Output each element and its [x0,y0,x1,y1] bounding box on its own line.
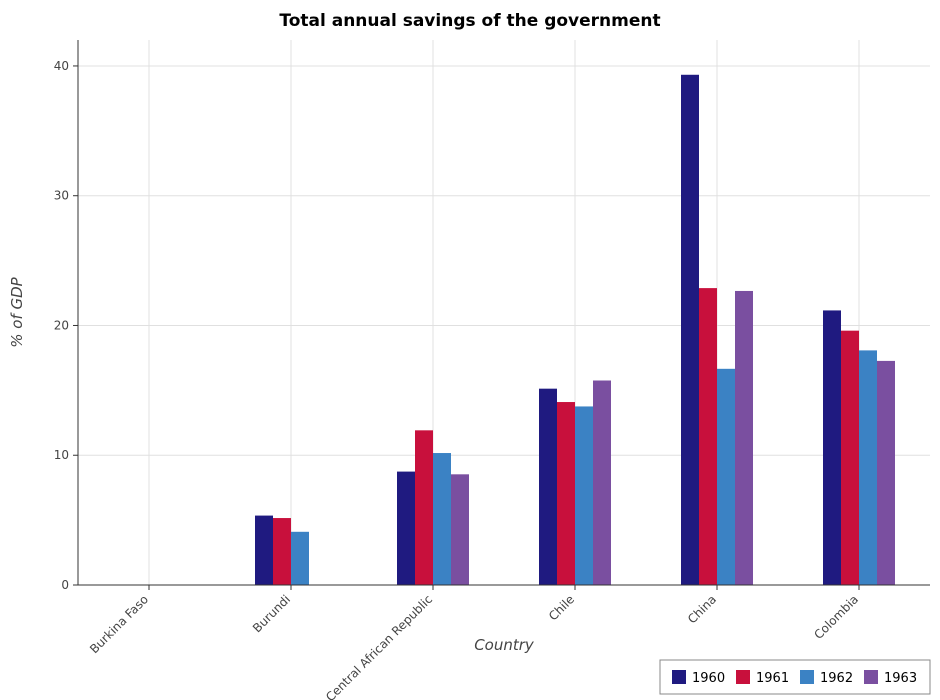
y-tick-label: 0 [61,578,69,592]
x-tick-label: Burundi [250,592,293,635]
legend-box [659,659,931,695]
legend-swatch-1960 [672,670,686,684]
chart-title: Total annual savings of the government [279,11,660,31]
grid [78,40,930,586]
bar-1963-central-african-republic [451,474,469,585]
bar-1961-china [699,288,717,585]
bar-1960-chile [539,388,557,585]
x-tick-label: Colombia [811,592,861,642]
y-tick-label: 10 [54,448,69,462]
bar-1961-burundi [273,518,291,585]
y-tick-label: 30 [54,189,69,203]
bar-1961-colombia [841,330,859,585]
legend-swatch-1962 [800,670,814,684]
y-tick-label: 20 [54,318,69,332]
legend-label-1962: 1962 [820,671,853,686]
bars [255,74,895,586]
y-tick-label: 40 [54,59,69,73]
bar-1960-china [681,74,699,586]
legend-label-1963: 1963 [884,671,917,686]
bar-1963-china [735,290,753,585]
x-axis-label: Country [474,636,535,654]
bar-1962-central-african-republic [433,453,451,585]
x-tick-label: Chile [546,592,577,623]
x-tick-label: China [685,592,719,626]
legend-swatch-1963 [864,670,878,684]
legend-label-1961: 1961 [756,671,789,686]
bar-1962-colombia [859,350,877,585]
bar-1961-chile [557,402,575,585]
bar-1960-central-african-republic [397,471,415,585]
bar-1960-burundi [255,515,273,585]
bar-1962-china [717,368,735,585]
y-axis-label: % of GDP [8,276,26,347]
legend-label-1960: 1960 [692,671,725,686]
bar-1961-central-african-republic [415,430,433,585]
bar-1963-colombia [877,360,895,585]
bar-1962-burundi [291,531,309,585]
bar-1962-chile [575,406,593,585]
x-tick-label: Central African Republic [323,592,435,700]
axes: 0 10 20 30 40 Burkina Faso Burundi Central Afri… [54,40,930,700]
x-tick-label: Burkina Faso [87,592,151,656]
legend: 1960 1961 1962 1963 [659,659,931,695]
legend-swatch-1961 [736,670,750,684]
bar-1963-chile [593,380,611,585]
bar-1960-colombia [823,310,841,585]
